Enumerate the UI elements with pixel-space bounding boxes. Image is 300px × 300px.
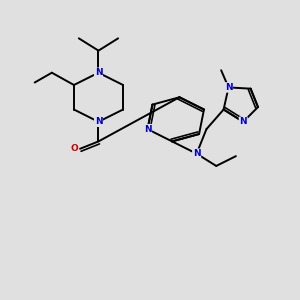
Text: N: N	[239, 117, 247, 126]
Text: O: O	[70, 144, 78, 153]
Text: N: N	[95, 117, 102, 126]
Text: N: N	[225, 83, 232, 92]
Text: N: N	[144, 124, 152, 134]
Text: N: N	[193, 149, 200, 158]
Text: N: N	[95, 68, 102, 77]
